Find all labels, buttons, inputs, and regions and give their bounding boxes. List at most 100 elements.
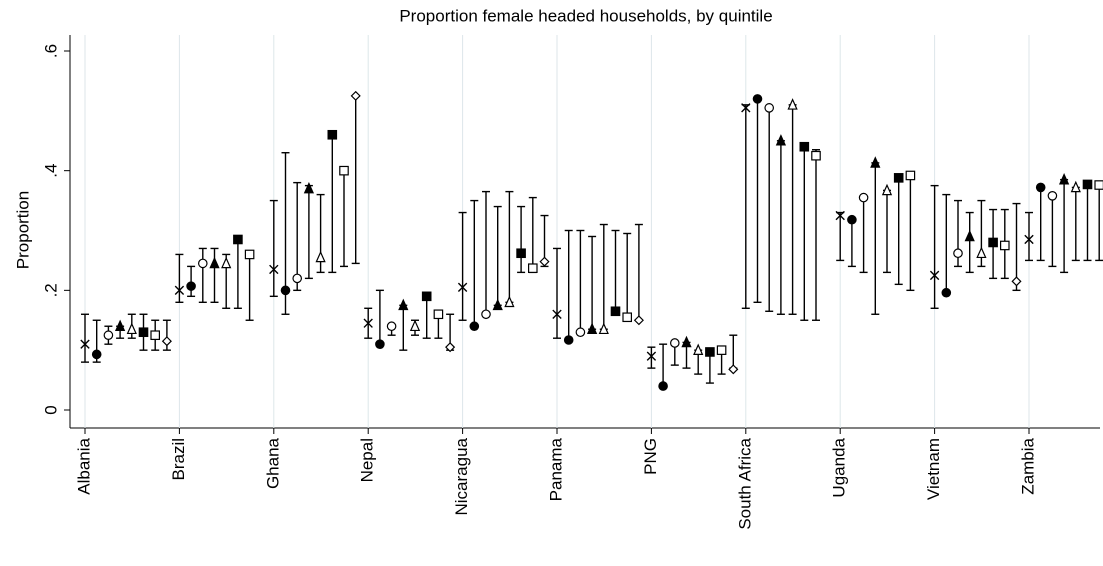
marker — [858, 192, 869, 203]
marker — [835, 210, 845, 221]
marker — [1011, 276, 1022, 287]
marker — [658, 381, 668, 391]
marker — [598, 322, 609, 335]
marker — [233, 234, 243, 245]
x-tick-label: Zambia — [1018, 437, 1037, 494]
marker — [409, 319, 421, 332]
marker — [693, 343, 704, 355]
marker — [269, 264, 279, 275]
marker — [988, 237, 998, 248]
marker — [787, 98, 798, 110]
marker — [280, 285, 291, 296]
marker — [705, 347, 715, 357]
marker — [469, 321, 480, 332]
marker — [150, 330, 160, 341]
marker — [633, 315, 644, 326]
marker — [209, 256, 220, 269]
chart-title: Proportion female headed households, by … — [399, 6, 772, 25]
marker — [292, 273, 302, 284]
y-tick-label: .2 — [41, 283, 60, 297]
marker — [539, 256, 550, 267]
marker — [186, 281, 196, 291]
marker — [161, 336, 172, 347]
marker — [504, 295, 515, 308]
marker — [552, 309, 562, 319]
y-axis-label: Proportion — [13, 191, 32, 269]
marker — [421, 291, 432, 302]
marker — [716, 345, 727, 355]
marker — [327, 129, 338, 140]
marker — [976, 246, 987, 259]
marker — [244, 249, 255, 260]
marker — [527, 263, 538, 273]
marker — [375, 339, 385, 349]
marker — [610, 306, 621, 317]
marker — [1094, 180, 1103, 190]
marker — [799, 141, 810, 152]
y-tick-label: .4 — [41, 164, 60, 178]
marker — [775, 134, 787, 146]
marker — [941, 287, 952, 298]
marker — [681, 335, 692, 348]
marker — [646, 351, 657, 361]
marker — [315, 250, 326, 263]
x-tick-label: Panama — [546, 437, 565, 501]
marker — [964, 229, 975, 242]
marker — [764, 103, 774, 113]
x-tick-label: Uganda — [830, 437, 849, 497]
marker — [1070, 180, 1081, 193]
x-tick-label: Nepal — [358, 438, 377, 482]
marker — [398, 298, 409, 311]
marker — [386, 321, 397, 332]
y-tick-label: .6 — [41, 44, 60, 58]
marker — [126, 322, 137, 335]
marker — [953, 248, 963, 259]
marker — [198, 258, 208, 269]
marker — [1024, 234, 1034, 245]
marker — [114, 319, 126, 332]
marker — [103, 330, 114, 341]
marker — [893, 173, 904, 183]
marker — [586, 322, 598, 335]
marker — [870, 156, 881, 168]
marker — [433, 309, 444, 320]
marker — [138, 327, 149, 338]
marker — [80, 339, 90, 349]
marker — [363, 318, 373, 328]
marker — [174, 285, 185, 296]
x-tick-label: Vietnam — [924, 438, 943, 500]
marker — [457, 282, 468, 293]
marker — [669, 338, 680, 348]
marker — [563, 335, 574, 345]
marker — [728, 364, 739, 375]
marker — [481, 309, 491, 320]
marker — [811, 150, 821, 161]
marker — [1058, 172, 1070, 185]
marker — [741, 103, 751, 113]
x-tick-label: South Africa — [735, 437, 754, 529]
marker — [929, 270, 940, 281]
x-tick-label: PNG — [641, 438, 660, 475]
marker — [221, 256, 232, 269]
x-tick-label: Nicaragua — [452, 437, 471, 515]
marker — [905, 170, 916, 181]
x-tick-label: Albania — [74, 437, 93, 494]
marker — [1082, 179, 1093, 190]
marker — [445, 342, 456, 353]
x-tick-label: Ghana — [263, 437, 282, 489]
marker — [91, 349, 102, 360]
marker — [516, 248, 526, 259]
marker — [1035, 182, 1046, 193]
marker — [847, 214, 857, 225]
marker — [881, 183, 893, 196]
x-tick-label: Brazil — [169, 438, 188, 481]
marker — [303, 181, 315, 194]
marker — [339, 165, 349, 176]
marker — [575, 327, 586, 338]
marker — [752, 94, 763, 104]
marker — [622, 312, 632, 323]
y-tick-label: 0 — [41, 405, 60, 414]
marker — [492, 298, 503, 311]
